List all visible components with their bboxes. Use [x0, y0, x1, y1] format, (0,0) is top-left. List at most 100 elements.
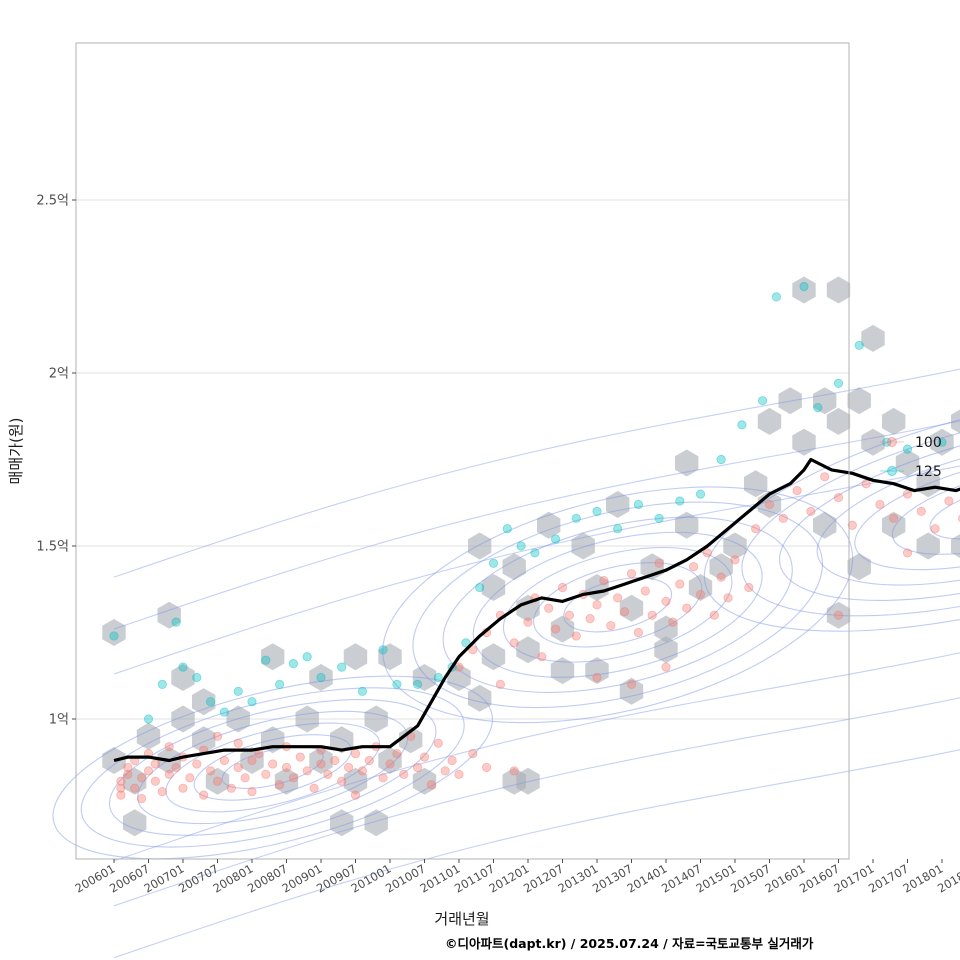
data-point-100 [744, 582, 754, 593]
data-point-100 [751, 524, 761, 534]
data-point-100 [399, 769, 409, 779]
hexbin-cell [675, 449, 699, 477]
hexbin-cell [309, 664, 333, 691]
data-point-100 [847, 520, 857, 530]
data-point-125 [316, 672, 326, 683]
data-point-100 [626, 569, 637, 579]
data-point-100 [309, 783, 319, 793]
density-contour [80, 687, 465, 848]
data-point-100 [330, 755, 340, 766]
data-point-100 [916, 506, 926, 516]
data-point-100 [716, 572, 726, 582]
data-point-125 [502, 524, 512, 534]
data-point-100 [392, 748, 402, 759]
density-contour [108, 699, 437, 836]
hexbin-cell [447, 664, 471, 691]
data-point-100 [378, 773, 388, 783]
data-point-125 [261, 655, 271, 665]
data-point-100 [426, 780, 436, 790]
data-point-100 [778, 513, 788, 523]
hexbin-cell [619, 594, 644, 622]
hexbin-cell [882, 407, 906, 435]
hexbin-cell [412, 767, 437, 795]
data-point-100 [385, 759, 395, 769]
data-point-125 [675, 496, 685, 506]
data-point-100 [495, 679, 505, 690]
data-point-125 [757, 396, 768, 406]
hexbin-cell [481, 643, 506, 671]
density-contour [113, 697, 960, 907]
data-point-100 [675, 579, 685, 589]
data-point-125 [937, 437, 947, 447]
data-point-100 [902, 489, 913, 499]
hexbin-cell [585, 657, 609, 685]
data-point-100 [350, 790, 361, 800]
density-contour [703, 391, 960, 632]
hexbin-cell [792, 276, 816, 304]
hexbin-cell [723, 532, 747, 560]
hexbin-cell [778, 387, 802, 415]
data-point-125 [488, 558, 499, 568]
data-point-100 [130, 783, 140, 793]
hexbin-cell [468, 532, 492, 560]
data-point-100 [633, 627, 644, 638]
x-axis-title: 거래년월 [434, 910, 489, 928]
data-point-100 [137, 793, 147, 804]
data-point-100 [688, 562, 699, 572]
density-contour [816, 437, 960, 586]
data-point-100 [902, 548, 913, 558]
hexbin-cell [330, 726, 354, 754]
data-point-100 [661, 662, 671, 672]
data-point-100 [185, 773, 195, 783]
hexbin-cell [330, 809, 354, 837]
data-point-125 [192, 672, 202, 683]
data-point-100 [226, 783, 236, 793]
data-point-100 [889, 513, 899, 523]
data-point-100 [419, 752, 430, 762]
data-point-125 [206, 697, 216, 707]
data-point-125 [288, 659, 298, 669]
data-point-100 [116, 776, 126, 786]
hexbin-cell [102, 619, 126, 646]
data-point-125 [592, 506, 602, 516]
legend-key-125 [887, 466, 897, 476]
data-point-125 [233, 686, 243, 696]
data-point-100 [212, 731, 223, 741]
data-point-100 [647, 610, 657, 620]
density-contour [563, 577, 673, 633]
legend-label-100: 100 [915, 435, 942, 451]
data-point-100 [302, 766, 312, 776]
data-point-100 [833, 610, 844, 620]
data-point-100 [206, 766, 216, 776]
data-point-125 [902, 444, 913, 454]
data-point-100 [454, 662, 464, 672]
hexbin-cell [136, 722, 161, 750]
hexbin-cell [502, 553, 526, 581]
hexbin-cell [951, 534, 960, 558]
data-point-100 [695, 589, 706, 600]
data-point-100 [247, 787, 257, 797]
density-contour [113, 420, 960, 630]
data-point-125 [771, 292, 782, 302]
hexbin-cell [343, 643, 368, 671]
hexbin-cell [709, 553, 733, 581]
hexbin-cell [688, 574, 713, 601]
data-point-125 [274, 679, 285, 690]
data-point-100 [164, 769, 174, 779]
hexbin-cell [654, 636, 678, 664]
data-point-100 [640, 586, 650, 596]
data-point-100 [481, 762, 492, 773]
legend-item-100: 100 [880, 435, 942, 451]
data-point-100 [268, 759, 278, 769]
hexbin-cell [171, 705, 195, 733]
data-point-125 [571, 513, 581, 523]
data-point-125 [613, 524, 623, 534]
source-caption: ©디아파트(dapt.kr) / 2025.07.24 / 자료=국토교통부 실… [445, 936, 814, 951]
data-point-100 [861, 479, 871, 489]
data-point-100 [875, 499, 885, 510]
data-point-100 [274, 780, 285, 790]
data-point-100 [357, 766, 367, 776]
data-point-100 [316, 759, 326, 769]
data-point-100 [440, 766, 450, 776]
